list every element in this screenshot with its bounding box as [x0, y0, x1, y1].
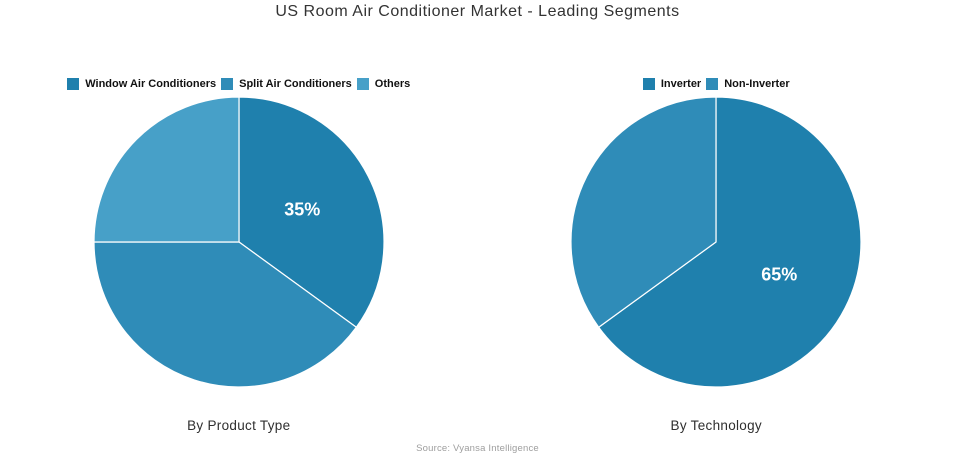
legend-item-non-inverter: Non-Inverter — [706, 78, 790, 90]
chart-caption-technology: By Technology — [670, 418, 762, 433]
legend-swatch-icon — [67, 78, 80, 90]
legend-item-others: Others — [356, 78, 411, 90]
legend-label: Others — [374, 78, 411, 90]
page-title: US Room Air Conditioner Market - Leading… — [275, 3, 680, 20]
legend-swatch-icon — [356, 78, 369, 90]
legend-label: Non-Inverter — [724, 78, 790, 90]
legend-product-type: Window Air Conditioners Split Air Condit… — [65, 76, 413, 92]
legend-label: Inverter — [660, 78, 702, 90]
legend-item-split-air-conditioners: Split Air Conditioners — [221, 78, 352, 90]
legend-swatch-icon — [706, 78, 719, 90]
pie-slice-1 — [570, 96, 717, 329]
legend-item-inverter: Inverter — [642, 78, 702, 90]
pie-slice-0 — [238, 96, 385, 329]
pie-panel-technology: Inverter Non-Inverter 65% By Technology — [478, 76, 955, 434]
legend-item-window-air-conditioners: Window Air Conditioners — [67, 78, 216, 90]
pie-panel-product-type: Window Air Conditioners Split Air Condit… — [0, 76, 478, 434]
chart-caption-product-type: By Product Type — [187, 418, 291, 433]
pie-slice-0 — [598, 96, 862, 388]
pie-slice-2 — [93, 96, 240, 243]
legend-label: Split Air Conditioners — [239, 78, 352, 90]
charts-row: Window Air Conditioners Split Air Condit… — [0, 76, 955, 434]
pie-chart-technology: 65% — [570, 96, 862, 388]
source-attribution: Source: Vyansa Intelligence — [416, 443, 539, 454]
pie-slice-1 — [93, 241, 357, 388]
legend-swatch-icon — [642, 78, 655, 90]
legend-technology: Inverter Non-Inverter — [640, 76, 792, 92]
pie-value-label: 35% — [284, 200, 320, 220]
legend-label: Window Air Conditioners — [85, 78, 217, 90]
legend-swatch-icon — [221, 78, 234, 90]
pie-chart-product-type: 35% — [93, 96, 385, 388]
pie-value-label: 65% — [762, 264, 798, 284]
